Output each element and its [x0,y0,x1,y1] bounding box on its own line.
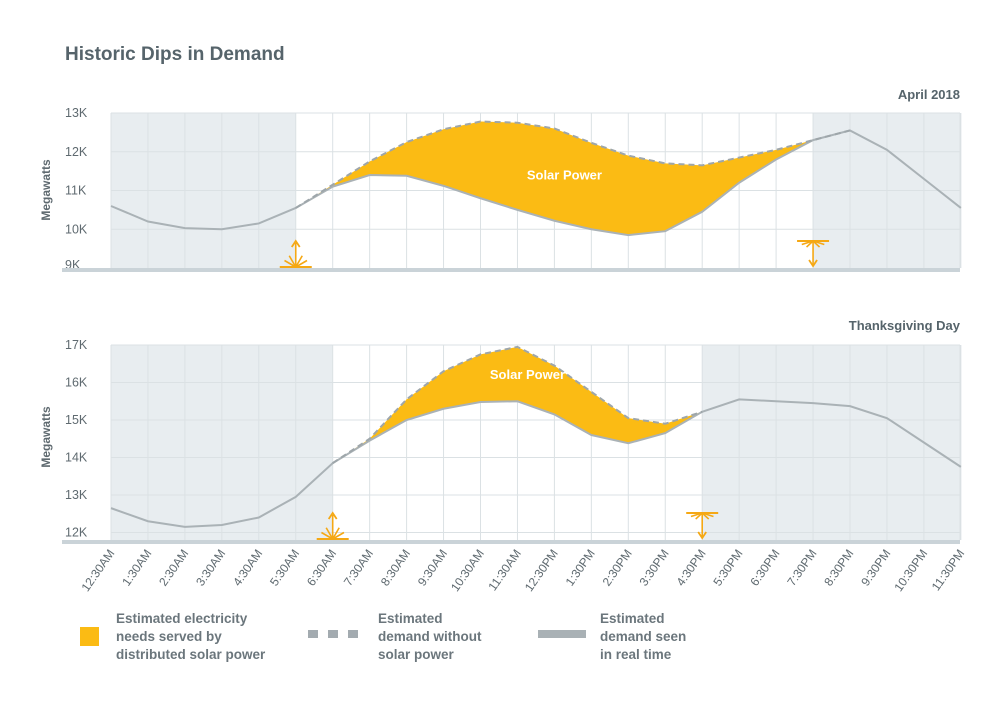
y-tick-label: 13K [65,488,88,502]
x-tick-label: 11:30AM [485,547,524,594]
x-axis-baseline [62,268,960,272]
sun-ray [332,527,340,540]
x-tick-label: 10:30AM [448,547,487,594]
no-solar-demand-line [295,120,851,209]
solar-power-area [295,121,850,236]
panel-title-april: April 2018 [897,87,960,102]
y-tick-label: 13K [65,106,88,120]
arrow-up [327,511,338,520]
x-tick-label: 6:30AM [304,547,339,589]
legend-line: solar power [378,647,454,662]
x-tick-label: 1:30AM [119,547,154,589]
sun-ray [332,531,345,540]
legend-line: in real time [600,647,672,662]
y-tick-label: 17K [65,338,88,352]
y-axis-label: Megawatts [39,406,53,468]
solar-power-label: Solar Power [527,168,602,183]
sun-ray [295,259,308,268]
y-tick-label: 14K [65,451,88,465]
legend-text-real-time: Estimated demand seen in real time [600,610,686,664]
sunset-icon [797,240,830,268]
sun-ray [325,527,334,540]
x-tick-label: 1:30PM [563,547,598,589]
sun-ray [806,240,814,248]
x-tick-label: 8:30AM [378,547,413,589]
x-tick-label: 3:30PM [637,547,672,589]
x-axis-baseline [62,540,960,544]
legend-line: needs served by [116,629,222,644]
solar-power-label: Solar Power [490,367,565,382]
legend-line: Estimated [600,611,665,626]
sunrise-icon [279,239,312,268]
sun-ray [284,259,297,268]
arrow-up [291,239,301,248]
x-tick-label: 7:30PM [784,547,819,589]
x-tick-label: 4:30AM [230,547,265,589]
legend-line: demand seen [600,629,687,644]
legend-line: demand without [378,629,482,644]
x-tick-label: 9:30PM [858,547,893,589]
chart-title: Historic Dips in Demand [65,44,285,65]
solar-power-area [332,346,703,464]
sun-ray [295,255,303,268]
chart-panel-1: 12K 13K 14K 15K 16K 17K Megawatts Solar Power [39,338,962,544]
x-tick-label: 11:30PM [929,547,968,594]
y-tick-label: 15K [65,413,88,427]
x-tick-label: 5:30AM [267,547,302,589]
legend-text-no-solar: Estimated demand without solar power [378,610,482,664]
x-tick-label: 7:30AM [341,547,376,589]
y-tick-label: 12K [65,526,88,540]
legend-text-solar: Estimated electricity needs served by di… [116,610,265,664]
arrow-down [697,531,707,540]
y-tick-label: 10K [65,222,88,236]
y-tick-label: 12K [65,145,88,159]
legend-line: Estimated [378,611,443,626]
sunrise-icon [316,511,349,540]
x-tick-label: 5:30PM [710,547,745,589]
panel-title-thanksgiving: Thanksgiving Day [848,318,960,333]
legend-swatch-solid [538,630,586,638]
sun-ray [701,512,714,518]
legend-line: Estimated electricity [116,611,248,626]
sun-ray [812,240,825,246]
y-tick-label: 11K [65,184,87,198]
x-tick-label: 2:30PM [600,547,635,589]
x-tick-label: 9:30AM [415,547,450,589]
sun-ray [288,255,297,268]
sun-ray [321,531,334,540]
sun-ray [695,512,703,520]
legend-swatch-solar [80,627,99,646]
arrow-down [808,259,818,268]
sun-ray [801,240,814,246]
x-tick-label: 4:30PM [673,547,708,589]
x-tick-label: 10:30PM [891,547,930,594]
y-tick-label: 16K [65,376,88,390]
y-axis-label: Megawatts [39,159,53,221]
x-tick-label: 12:30PM [522,547,561,594]
real-time-demand-line [110,398,962,528]
x-tick-label: 12:30AM [78,547,117,594]
sun-ray [690,512,703,518]
x-tick-label: 8:30PM [821,547,856,589]
x-tick-label: 2:30AM [156,547,191,589]
sunset-icon [686,512,719,540]
x-tick-label: 6:30PM [747,547,782,589]
legend-line: distributed solar power [116,647,266,662]
night-shade [702,345,960,540]
legend-swatch-dashed [308,630,358,638]
x-tick-label: 3:30AM [193,547,228,589]
no-solar-demand-line [332,345,703,464]
